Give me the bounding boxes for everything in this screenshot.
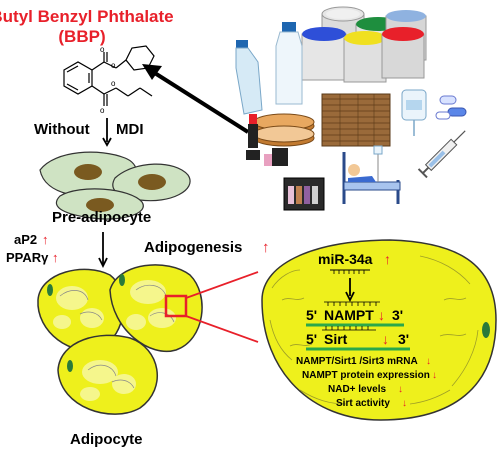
source-arrow xyxy=(148,68,250,134)
sirt-5prime: 5' xyxy=(306,331,317,347)
zoom-box xyxy=(164,294,188,318)
source-arrow-head xyxy=(142,64,162,80)
eyeshadow-palette-icon xyxy=(283,177,325,211)
oxygen-label-2: o xyxy=(111,61,116,70)
nampt-down-arrow-icon: ↓ xyxy=(378,307,385,323)
oxygen-label-3: o xyxy=(100,106,105,115)
oxygen-label-1: o xyxy=(100,45,105,54)
adipogenesis-label: Adipogenesis xyxy=(144,239,242,256)
pre-adipocyte-label: Pre-adipocyte xyxy=(52,209,151,226)
effect-line-1: NAMPT/Sirt1 /Sirt3 mRNA xyxy=(296,356,418,367)
sirt-3prime: 3' xyxy=(398,331,409,347)
nampt-gene-label: NAMPT xyxy=(324,307,374,323)
differentiation-arrow-head xyxy=(98,257,108,269)
title-line-2: (BBP) xyxy=(58,27,105,46)
nampt-binding-teeth xyxy=(324,301,380,306)
oxygen-label-4: o xyxy=(111,79,116,88)
hospital-bed-icon xyxy=(342,145,401,204)
mdi-arrow-head xyxy=(102,137,112,147)
sirt-down-arrow-icon: ↓ xyxy=(382,331,389,347)
adipocyte-label: Adipocyte xyxy=(70,431,143,448)
paint-cans-icon xyxy=(301,6,427,83)
sirt-gene-label: Sirt xyxy=(324,331,348,347)
title-line-1: Butyl Benzyl Phthalate xyxy=(0,7,174,26)
zoom-line-bottom xyxy=(185,315,259,343)
syringe-icon xyxy=(417,130,466,179)
nampt-3prime: 3' xyxy=(392,307,403,323)
effect-line-2: NAMPT protein expression xyxy=(302,370,430,381)
effect-line-4: Sirt activity xyxy=(336,398,390,409)
cosmetics-icon xyxy=(246,113,315,166)
bbp-structure xyxy=(63,45,155,106)
adipogenesis-up-arrow-icon: ↑ xyxy=(262,239,270,256)
effect-4-down-arrow-icon: ↓ xyxy=(402,398,407,409)
iv-bag-icon xyxy=(401,89,427,136)
wood-flooring-icon xyxy=(321,93,391,147)
zoom-line-top xyxy=(185,271,259,299)
effect-2-down-arrow-icon: ↓ xyxy=(432,370,437,381)
mirna-teeth xyxy=(333,270,365,274)
ap2-label: aP2 xyxy=(14,232,37,247)
ppar-label: PPARγ xyxy=(6,250,49,265)
ppar-up-arrow-icon: ↑ xyxy=(52,250,59,265)
wood-grain xyxy=(339,94,375,146)
mirna-label: miR-34a xyxy=(318,251,373,267)
mirna-arrow-head xyxy=(345,291,355,303)
effect-3-down-arrow-icon: ↓ xyxy=(398,384,403,395)
pre-adipocyte-cells xyxy=(39,151,191,220)
sirt-binding-teeth xyxy=(322,326,376,331)
capsules-icon xyxy=(435,95,467,120)
effect-1-down-arrow-icon: ↓ xyxy=(426,356,431,367)
adipocyte-cluster xyxy=(37,264,203,415)
nampt-5prime: 5' xyxy=(306,307,317,323)
zoomed-adipocyte xyxy=(261,239,497,421)
effect-line-3: NAD+ levels xyxy=(328,384,387,395)
mdi-label: MDI xyxy=(116,121,144,138)
without-label: Without xyxy=(34,121,90,138)
mirna-up-arrow-icon: ↑ xyxy=(384,251,391,267)
plastic-bottle-icon xyxy=(235,22,303,115)
ap2-up-arrow-icon: ↑ xyxy=(42,232,49,247)
